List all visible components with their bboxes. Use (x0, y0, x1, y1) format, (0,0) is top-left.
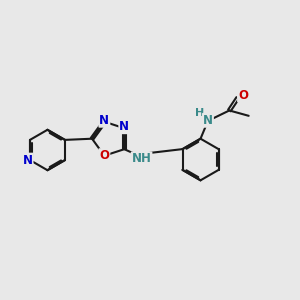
Text: N: N (22, 154, 33, 166)
Text: N: N (99, 114, 110, 127)
Text: O: O (99, 149, 110, 162)
Text: NH: NH (132, 152, 152, 166)
Text: H: H (195, 108, 204, 118)
Text: O: O (238, 88, 248, 101)
Text: N: N (119, 120, 129, 133)
Text: N: N (203, 114, 213, 127)
